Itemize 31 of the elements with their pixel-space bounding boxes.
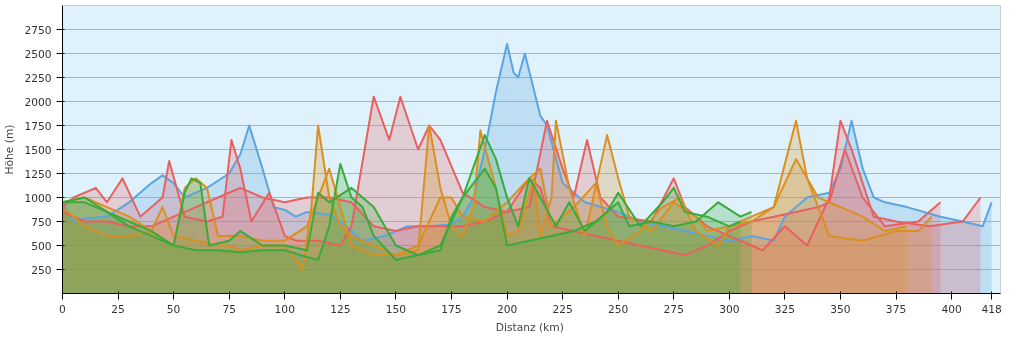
- y-tick-label: 1000: [24, 191, 52, 205]
- x-tick-label: 25: [111, 302, 125, 316]
- x-tick-label: 200: [496, 302, 518, 316]
- x-axis-title: Distanz (km): [495, 320, 564, 334]
- x-tick-label: 325: [774, 302, 796, 316]
- x-tick-label: 275: [663, 302, 684, 316]
- x-tick-label: 225: [552, 302, 573, 316]
- y-tick-label: 2250: [24, 71, 52, 85]
- y-tick-label: 1500: [24, 143, 52, 157]
- x-tick-label: 175: [441, 302, 462, 316]
- y-tick-label: 2000: [24, 95, 52, 109]
- x-tick-label: 75: [222, 302, 236, 316]
- y-tick-label: 1250: [24, 167, 52, 181]
- y-axis-title: Höhe (m): [3, 124, 17, 175]
- x-tick-label: 0: [59, 302, 67, 316]
- x-tick-label: 300: [719, 302, 740, 316]
- y-tick-label: 250: [31, 263, 52, 277]
- x-tick-label: 350: [830, 302, 851, 316]
- x-tick-label: 375: [885, 302, 907, 316]
- y-tick-label: 1750: [24, 119, 52, 133]
- x-tick-label: 125: [330, 302, 351, 316]
- x-tick-label: 50: [166, 302, 181, 316]
- x-tick-label: 100: [274, 302, 296, 316]
- x-tick-label: 400: [941, 302, 962, 316]
- x-tick-label: 418: [981, 302, 1002, 316]
- x-tick-label: 250: [608, 302, 629, 316]
- y-tick-label: 2500: [24, 47, 52, 61]
- y-tick-label: 750: [31, 215, 52, 229]
- x-tick-label: 150: [385, 302, 407, 316]
- y-tick-label: 500: [31, 239, 52, 253]
- y-tick-label: 2750: [24, 23, 52, 37]
